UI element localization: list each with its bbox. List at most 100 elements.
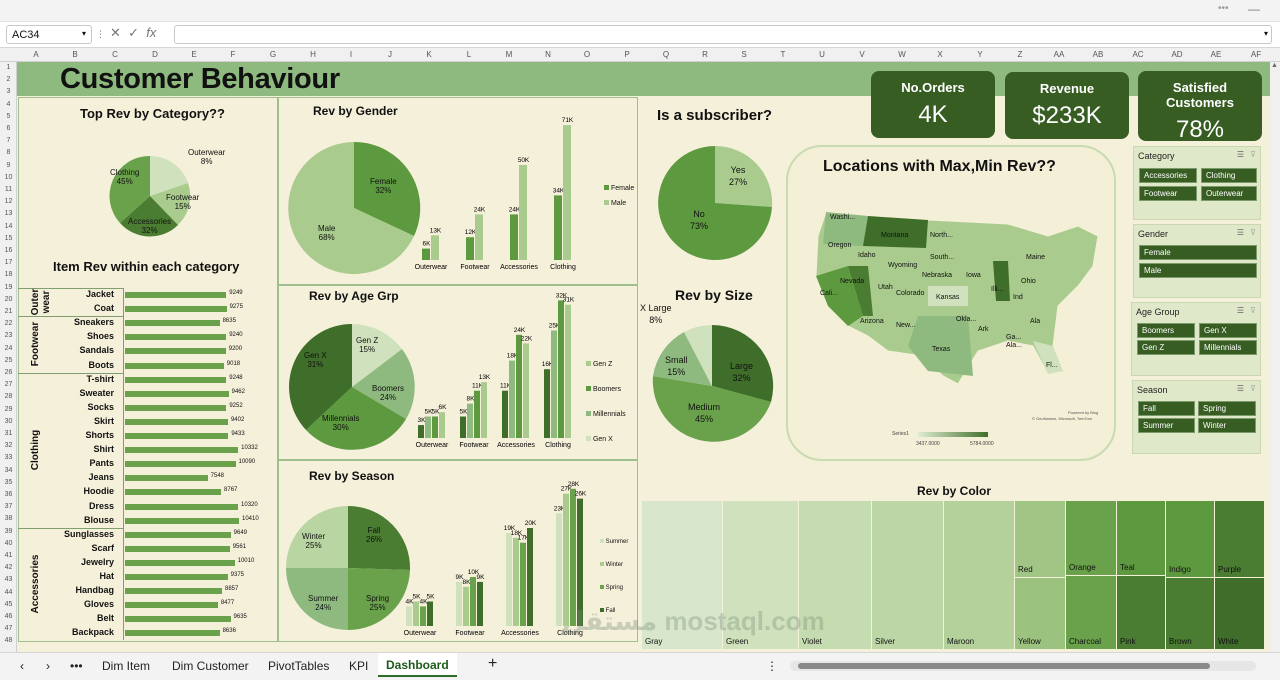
column-header[interactable]: T — [780, 50, 786, 59]
bar[interactable] — [556, 513, 562, 626]
item-bar[interactable] — [125, 433, 229, 439]
treemap-cell-white[interactable]: White — [1215, 578, 1264, 649]
row-header[interactable]: 40 — [4, 539, 13, 547]
bar[interactable] — [439, 412, 445, 438]
row-header[interactable]: 44 — [4, 588, 13, 596]
row-header[interactable]: 48 — [4, 637, 13, 645]
color-treemap[interactable]: Gray Green Violet Silver Maroon Red Yell… — [642, 501, 1264, 649]
map-region-texas[interactable] — [908, 316, 973, 376]
item-bar[interactable] — [125, 334, 227, 341]
map-region-florida[interactable] — [1033, 341, 1063, 374]
bar[interactable] — [554, 195, 562, 260]
row-header[interactable]: 28 — [4, 393, 13, 401]
pie-slice-accessories[interactable] — [120, 196, 178, 237]
season-bar-chart[interactable]: 4K5K4K5KOuterwear9K8K10K9KFootwear19K18K… — [400, 462, 600, 642]
column-header[interactable]: D — [152, 50, 158, 59]
slicer-item[interactable]: Spring — [1198, 401, 1256, 416]
slicer-category[interactable]: Category ☰ ⊽ Accessories Clothing Footwe… — [1133, 146, 1261, 220]
formula-input[interactable]: ▾ — [174, 25, 1272, 44]
clear-filter-icon[interactable]: ⊽ — [1250, 384, 1256, 393]
slicer-item[interactable]: Summer — [1138, 418, 1195, 433]
slicer-item[interactable]: Boomers — [1137, 323, 1195, 338]
slicer-item[interactable]: Fall — [1138, 401, 1195, 416]
treemap-cell-charcoal[interactable]: Charcoal — [1066, 576, 1116, 649]
map-region-kansas[interactable] — [928, 286, 968, 306]
scroll-thumb[interactable] — [798, 663, 1210, 669]
tab-dashboard[interactable]: Dashboard — [378, 653, 457, 677]
us-map[interactable] — [808, 206, 1108, 388]
slicer-item[interactable]: Winter — [1198, 418, 1256, 433]
bar[interactable] — [519, 165, 527, 260]
row-header[interactable]: 42 — [4, 564, 13, 572]
column-header[interactable]: N — [545, 50, 551, 59]
column-header[interactable]: U — [819, 50, 825, 59]
slicer-gender[interactable]: Gender ☰ ⊽ Female Male — [1133, 224, 1261, 298]
map-region-nevada[interactable] — [848, 266, 873, 316]
bar[interactable] — [466, 237, 474, 260]
clear-filter-icon[interactable]: ⊽ — [1250, 306, 1256, 315]
slicer-item[interactable]: Footwear — [1139, 186, 1197, 201]
column-header[interactable]: Z — [1017, 50, 1023, 59]
bar[interactable] — [544, 369, 550, 438]
bar[interactable] — [406, 606, 412, 626]
bar[interactable] — [527, 528, 533, 626]
bar[interactable] — [456, 581, 462, 626]
expand-formula-icon[interactable]: ▾ — [1263, 29, 1268, 38]
bar[interactable] — [432, 416, 438, 439]
tab-kpi[interactable]: KPI — [349, 659, 369, 673]
item-bar[interactable] — [125, 574, 228, 580]
item-bar[interactable] — [125, 306, 227, 313]
column-header[interactable]: G — [269, 50, 277, 59]
clear-filter-icon[interactable]: ⊽ — [1250, 150, 1256, 159]
row-header[interactable]: 18 — [4, 271, 13, 279]
kpi-revenue[interactable]: Revenue $233K — [1005, 72, 1129, 139]
slicer-item[interactable]: Millennials — [1199, 340, 1257, 355]
row-header[interactable]: 19 — [4, 283, 13, 291]
bar[interactable] — [563, 493, 569, 626]
row-header[interactable]: 47 — [4, 625, 13, 633]
bar[interactable] — [577, 498, 583, 626]
bar[interactable] — [509, 360, 515, 438]
multi-select-icon[interactable]: ☰ — [1236, 306, 1244, 315]
column-header[interactable]: AB — [1092, 50, 1104, 59]
vertical-scrollbar[interactable]: ▲ — [1270, 62, 1280, 652]
row-header[interactable]: 10 — [4, 173, 13, 181]
tab-options-icon[interactable]: ⋮ — [766, 659, 778, 673]
row-header[interactable]: 46 — [4, 613, 13, 620]
pie-slice-summer[interactable] — [286, 568, 348, 630]
pie-slice-spring[interactable] — [348, 568, 410, 630]
bar[interactable] — [551, 330, 557, 439]
treemap-cell-yellow[interactable]: Yellow — [1015, 578, 1065, 649]
item-bar[interactable] — [125, 616, 231, 623]
bar[interactable] — [513, 537, 519, 626]
bar[interactable] — [475, 214, 483, 260]
pie-slice-winter[interactable] — [286, 506, 348, 568]
column-header[interactable]: V — [859, 50, 865, 59]
treemap-cell-teal[interactable]: Teal — [1117, 501, 1165, 575]
bar[interactable] — [523, 343, 529, 438]
bar[interactable] — [425, 416, 431, 439]
item-bar[interactable] — [125, 320, 220, 327]
column-header[interactable]: R — [702, 50, 708, 59]
treemap-cell-green[interactable]: Green — [723, 501, 798, 649]
bar[interactable] — [570, 488, 576, 626]
map-region-illinois[interactable] — [993, 261, 1010, 301]
item-bar[interactable] — [125, 545, 230, 552]
bar[interactable] — [477, 581, 483, 626]
row-header[interactable]: 20 — [4, 295, 13, 303]
item-bar[interactable] — [125, 362, 224, 369]
pie-slice-outerwear[interactable] — [150, 155, 188, 196]
pie-slice-genz[interactable] — [352, 324, 402, 387]
row-header[interactable]: 7 — [6, 137, 11, 145]
item-bar[interactable] — [125, 390, 229, 397]
kpi-satisfied[interactable]: Satisfied Customers 78% — [1138, 71, 1262, 143]
row-header[interactable]: 43 — [4, 576, 13, 584]
bar[interactable] — [467, 403, 473, 438]
slicer-item[interactable]: Female — [1139, 245, 1257, 260]
column-header[interactable]: I — [349, 50, 353, 59]
bar[interactable] — [506, 532, 512, 626]
pie-slice-footwear[interactable] — [150, 183, 191, 225]
row-header[interactable]: 21 — [4, 308, 13, 315]
horizontal-scrollbar[interactable] — [790, 661, 1256, 671]
item-bar[interactable] — [125, 418, 228, 425]
